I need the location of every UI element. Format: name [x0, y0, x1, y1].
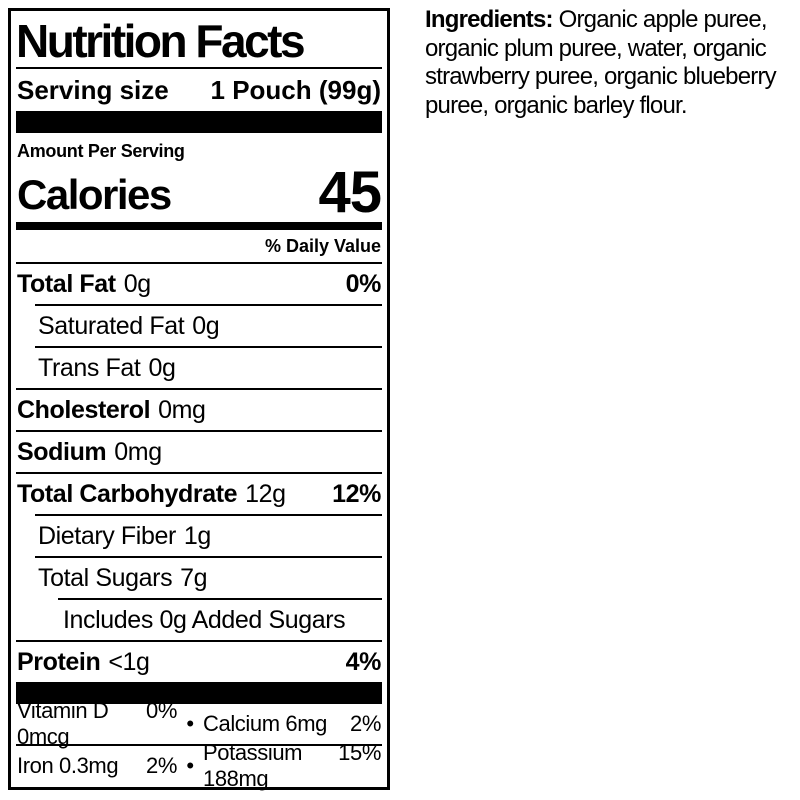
nutrient-amount: 12g — [245, 479, 286, 508]
panel-title: Nutrition Facts — [16, 15, 306, 67]
amount-per-serving-label: Amount Per Serving — [17, 141, 185, 161]
micronutrient-row-2: Iron 0.3mg 2% • Potassium 188mg 15% — [16, 740, 382, 791]
calories-row: Calories 45 — [16, 160, 382, 225]
calories-label: Calories — [17, 171, 172, 218]
nutrient-dv: 12% — [332, 479, 381, 508]
daily-value-header: % Daily Value — [264, 236, 381, 256]
nutrient-amount: 0mg — [158, 395, 206, 424]
micronutrient-dv: 2% — [350, 711, 381, 736]
section-bar-bottom — [16, 682, 382, 704]
nutrient-name: Total Carbohydrate — [17, 479, 238, 508]
nutrient-row-added-sugars: Includes 0g Added Sugars — [16, 600, 382, 640]
nutrient-name: Total Sugars — [38, 563, 173, 592]
section-bar-top — [16, 111, 382, 133]
calories-divider-bar — [16, 222, 382, 230]
nutrient-amount: 7g — [180, 563, 208, 592]
nutrient-amount: 0g — [123, 269, 151, 298]
nutrient-dv: 0% — [345, 269, 382, 298]
nutrient-row-total-carbohydrate: Total Carbohydrate 12g 12% — [16, 474, 382, 514]
nutrient-name: Total Fat — [17, 269, 116, 298]
title-divider — [16, 67, 382, 69]
micronutrient-name: Potassium 188mg — [203, 740, 303, 791]
nutrient-name: Trans Fat — [38, 353, 141, 382]
micronutrient-dv: 0% — [146, 698, 177, 723]
nutrient-name: Sodium — [17, 437, 107, 466]
bullet-separator: • — [186, 711, 194, 736]
micronutrient-dv: 15% — [338, 740, 381, 765]
nutrient-dv: 4% — [345, 647, 382, 676]
nutrient-name: Saturated Fat — [38, 311, 185, 340]
nutrient-name: Protein — [17, 647, 101, 676]
nutrient-amount: 0g — [192, 311, 220, 340]
ingredients-text: Organic apple puree, organic plum puree,… — [425, 6, 777, 119]
nutrient-row-dietary-fiber: Dietary Fiber 1g — [16, 516, 382, 556]
micronutrient-name: Calcium 6mg — [203, 711, 327, 736]
nutrient-name: Cholesterol — [17, 395, 151, 424]
nutrient-row-protein: Protein <1g 4% — [16, 642, 382, 682]
serving-size-label: Serving size — [17, 74, 169, 105]
serving-size-value: 1 Pouch (99g) — [210, 74, 381, 105]
micronutrient-name: Iron 0.3mg — [17, 753, 119, 778]
bullet-separator: • — [186, 753, 194, 778]
micronutrient-row-1: Vitamin D 0mcg 0% • Calcium 6mg 2% — [16, 698, 382, 749]
nutrient-row-sodium: Sodium 0mg — [16, 432, 382, 472]
serving-size-row: Serving size 1 Pouch (99g) — [16, 69, 382, 111]
ingredients-heading: Ingredients: — [425, 6, 554, 33]
nutrient-row-saturated-fat: Saturated Fat 0g — [16, 306, 382, 346]
nutrient-row-trans-fat: Trans Fat 0g — [16, 348, 382, 388]
nutrient-amount: 0mg — [114, 437, 162, 466]
ingredients-paragraph: Ingredients: Organic apple puree, organi… — [425, 6, 797, 120]
calories-value: 45 — [318, 160, 382, 225]
nutrient-amount: <1g — [108, 647, 150, 676]
nutrient-row-total-fat: Total Fat 0g 0% — [16, 264, 382, 304]
nutrient-amount: 1g — [183, 521, 211, 550]
nutrient-name: Dietary Fiber — [38, 521, 176, 550]
micronutrient-name: Vitamin D 0mcg — [17, 698, 109, 749]
nutrient-row-total-sugars: Total Sugars 7g — [16, 558, 382, 598]
nutrient-name: Includes 0g Added Sugars — [63, 605, 346, 634]
nutrient-row-cholesterol: Cholesterol 0mg — [16, 390, 382, 430]
nutrient-amount: 0g — [148, 353, 176, 382]
nutrition-facts-panel: Nutrition Facts Serving size 1 Pouch (99… — [8, 8, 390, 791]
micronutrient-dv: 2% — [146, 753, 177, 778]
